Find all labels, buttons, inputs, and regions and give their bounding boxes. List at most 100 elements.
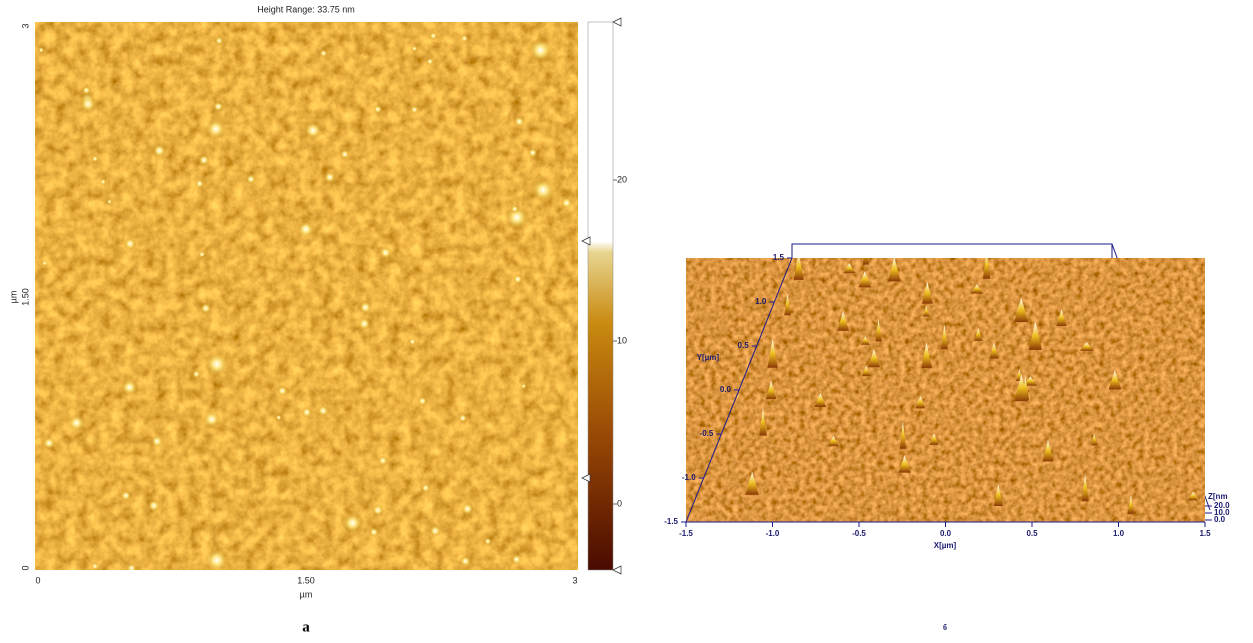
spot xyxy=(319,49,328,58)
spike xyxy=(863,241,869,264)
panel-a: Height Range: 33.75 nm µm µm а 3 1.50 0 0 1.… xyxy=(8,4,627,635)
x-tick-label: 0.5 xyxy=(1026,529,1038,538)
spot xyxy=(205,118,227,140)
spot xyxy=(203,410,221,428)
x-tick-label: 1.5 xyxy=(1199,529,1211,538)
spot xyxy=(150,435,163,448)
y-tick-label: -1.5 xyxy=(664,517,678,526)
spot xyxy=(429,32,438,41)
x-axis-label: X[µm] xyxy=(934,541,957,550)
range-marker xyxy=(582,474,590,482)
spot xyxy=(38,47,45,54)
spot xyxy=(408,338,416,346)
x-tick-label: -1.0 xyxy=(766,529,780,538)
spot xyxy=(42,436,55,449)
y-tick-label: 0.0 xyxy=(720,385,732,394)
spot xyxy=(484,537,492,545)
spot xyxy=(511,554,522,565)
spot xyxy=(378,455,389,466)
colorbar xyxy=(588,22,613,570)
spot xyxy=(372,504,385,517)
spot xyxy=(120,490,131,501)
spot xyxy=(531,178,556,203)
panel-b: Y[µm] X[µm] Z[nm б 1.5 1.0 0.5 0.0 -0.5 -1.0 -… xyxy=(664,241,1230,632)
spot xyxy=(528,148,538,158)
y-tick-label: 1.50 xyxy=(20,288,30,306)
spot xyxy=(421,483,431,493)
spot xyxy=(126,563,137,574)
spot xyxy=(277,385,288,396)
caption: а xyxy=(302,619,310,635)
spot xyxy=(297,220,315,238)
spot xyxy=(324,171,336,183)
colorbar-tick-label: 20 xyxy=(617,174,627,184)
spot xyxy=(82,86,91,95)
y-axis-label: Y[µm] xyxy=(697,353,720,362)
y-tick-label: 0.5 xyxy=(738,341,750,350)
spot xyxy=(205,548,229,572)
x-axis-label: µm xyxy=(300,589,313,599)
range-marker xyxy=(613,18,621,26)
spot xyxy=(317,405,329,417)
spot xyxy=(359,301,372,314)
spot xyxy=(301,407,312,418)
spot xyxy=(358,317,371,330)
x-tick-label: 0 xyxy=(35,575,40,585)
x-tick-label: -0.5 xyxy=(852,529,866,538)
y-tick-label: 3 xyxy=(20,23,30,28)
y-axis-label: µm xyxy=(8,291,18,304)
spot xyxy=(215,36,224,45)
spot xyxy=(152,143,167,158)
range-marker xyxy=(582,237,590,245)
figure: Height Range: 33.75 nm µm µm а 3 1.50 0 0 1.… xyxy=(0,0,1253,643)
spot xyxy=(426,57,434,65)
spot xyxy=(124,237,137,250)
x-tick-label: 1.50 xyxy=(297,575,315,585)
spot xyxy=(410,105,419,114)
y-tick-label: 1.0 xyxy=(755,297,767,306)
spot xyxy=(369,527,379,537)
spot xyxy=(411,45,418,52)
y-tick-label: -0.5 xyxy=(700,429,714,438)
image-title: Height Range: 33.75 nm xyxy=(257,4,355,14)
z-tick-label: 0.0 xyxy=(1214,515,1226,524)
caption: б xyxy=(943,623,947,632)
box-edge xyxy=(792,244,1112,258)
spot xyxy=(304,121,323,140)
spot xyxy=(520,383,526,389)
spot xyxy=(121,379,138,396)
spot xyxy=(513,116,525,128)
colorbar-tick-label: 0 xyxy=(617,498,622,508)
y-tick-label: -1.0 xyxy=(682,473,696,482)
spot xyxy=(510,205,519,214)
spot xyxy=(561,197,573,209)
spot xyxy=(147,499,160,512)
spot xyxy=(107,199,113,205)
z-axis-label: Z[nm xyxy=(1208,492,1228,501)
spot xyxy=(200,302,212,314)
spot xyxy=(68,414,85,431)
spot xyxy=(41,260,47,266)
spot xyxy=(205,352,230,377)
spot xyxy=(198,154,210,166)
spot xyxy=(461,502,474,515)
range-marker xyxy=(613,566,621,574)
spot xyxy=(528,38,553,63)
y-tick-label: 1.5 xyxy=(773,253,785,262)
spot xyxy=(417,396,427,406)
x-tick-label: 1.0 xyxy=(1113,529,1125,538)
spot xyxy=(79,95,96,112)
x-tick-label: 3 xyxy=(572,575,577,585)
spot xyxy=(342,512,363,533)
x-tick-label: -1.5 xyxy=(679,529,693,538)
spot xyxy=(379,246,392,259)
spot xyxy=(91,562,99,570)
x-tick-label: 0.0 xyxy=(940,529,952,538)
spot xyxy=(246,174,257,185)
colorbar-tick-label: 10 xyxy=(617,335,627,345)
spot xyxy=(373,105,382,114)
height-map xyxy=(35,22,578,570)
spot xyxy=(429,525,441,537)
spot xyxy=(340,149,350,159)
spot xyxy=(460,34,468,42)
